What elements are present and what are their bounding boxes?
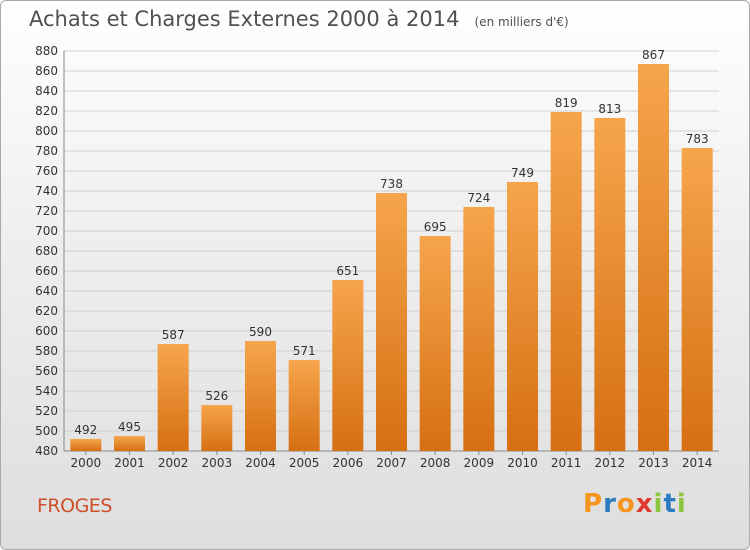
y-tick-label: 600: [35, 324, 58, 338]
y-tick-label: 880: [35, 44, 58, 58]
x-tick-label: 2007: [376, 456, 407, 470]
y-tick-label: 540: [35, 384, 58, 398]
bar: [594, 118, 626, 451]
y-tick-label: 520: [35, 404, 58, 418]
x-tick-label: 2001: [114, 456, 145, 470]
bar: [288, 360, 320, 451]
x-tick-label: 2002: [158, 456, 189, 470]
y-tick-label: 660: [35, 264, 58, 278]
y-tick-label: 480: [35, 444, 58, 458]
x-tick-label: 2004: [245, 456, 276, 470]
data-label: 813: [598, 102, 621, 116]
y-tick-label: 680: [35, 244, 58, 258]
chart-unit-label: (en milliers d'€): [474, 15, 569, 29]
y-tick-label: 820: [35, 104, 58, 118]
data-label: 587: [162, 328, 185, 342]
bar: [376, 193, 407, 451]
bar: [201, 405, 233, 451]
proxiti-logo: Proxiti: [583, 489, 687, 519]
chart-title: Achats et Charges Externes 2000 à 2014 (…: [29, 7, 569, 31]
x-tick-label: 2005: [289, 456, 320, 470]
logo-letter: i: [676, 489, 687, 519]
data-label: 724: [467, 191, 490, 205]
x-tick-label: 2009: [464, 456, 495, 470]
y-tick-label: 780: [35, 144, 58, 158]
bar: [419, 236, 451, 451]
data-label: 526: [205, 389, 228, 403]
logo-letter: x: [635, 489, 654, 519]
x-tick-label: 2014: [682, 456, 713, 470]
bar: [550, 112, 582, 451]
bar: [507, 182, 538, 451]
x-tick-label: 2011: [551, 456, 582, 470]
data-label: 590: [249, 325, 272, 339]
logo-letter: t: [663, 489, 677, 519]
bar: [245, 341, 276, 451]
bar: [332, 280, 364, 451]
x-tick-label: 2006: [333, 456, 364, 470]
y-tick-label: 560: [35, 364, 58, 378]
data-label: 783: [686, 132, 709, 146]
y-tick-label: 720: [35, 204, 58, 218]
data-label: 495: [118, 420, 141, 434]
x-tick-label: 2003: [202, 456, 233, 470]
y-tick-label: 800: [35, 124, 58, 138]
y-tick-label: 500: [35, 424, 58, 438]
data-label: 492: [74, 423, 97, 437]
bar: [70, 439, 102, 451]
x-tick-label: 2010: [507, 456, 538, 470]
data-label: 695: [424, 220, 447, 234]
logo-letter: P: [583, 489, 604, 519]
bar: [638, 64, 669, 451]
bar: [114, 436, 145, 451]
data-label: 651: [336, 264, 359, 278]
data-label: 749: [511, 166, 534, 180]
y-tick-label: 580: [35, 344, 58, 358]
logo-letter: i: [653, 489, 664, 519]
chart-title-text: Achats et Charges Externes 2000 à 2014: [29, 7, 460, 31]
x-tick-label: 2013: [638, 456, 669, 470]
x-tick-label: 2012: [595, 456, 626, 470]
y-tick-label: 640: [35, 284, 58, 298]
data-label: 819: [555, 96, 578, 110]
commune-name: FROGES: [37, 495, 112, 517]
x-tick-label: 2008: [420, 456, 451, 470]
y-tick-label: 760: [35, 164, 58, 178]
bar: [157, 344, 189, 451]
logo-letter: r: [603, 489, 617, 519]
bar: [681, 148, 713, 451]
y-tick-label: 740: [35, 184, 58, 198]
data-label: 738: [380, 177, 403, 191]
data-label: 571: [293, 344, 316, 358]
logo-letter: o: [616, 489, 636, 519]
y-tick-label: 840: [35, 84, 58, 98]
x-tick-label: 2000: [71, 456, 102, 470]
bar: [463, 207, 495, 451]
y-tick-label: 700: [35, 224, 58, 238]
y-tick-label: 620: [35, 304, 58, 318]
y-tick-label: 860: [35, 64, 58, 78]
data-label: 867: [642, 48, 665, 62]
